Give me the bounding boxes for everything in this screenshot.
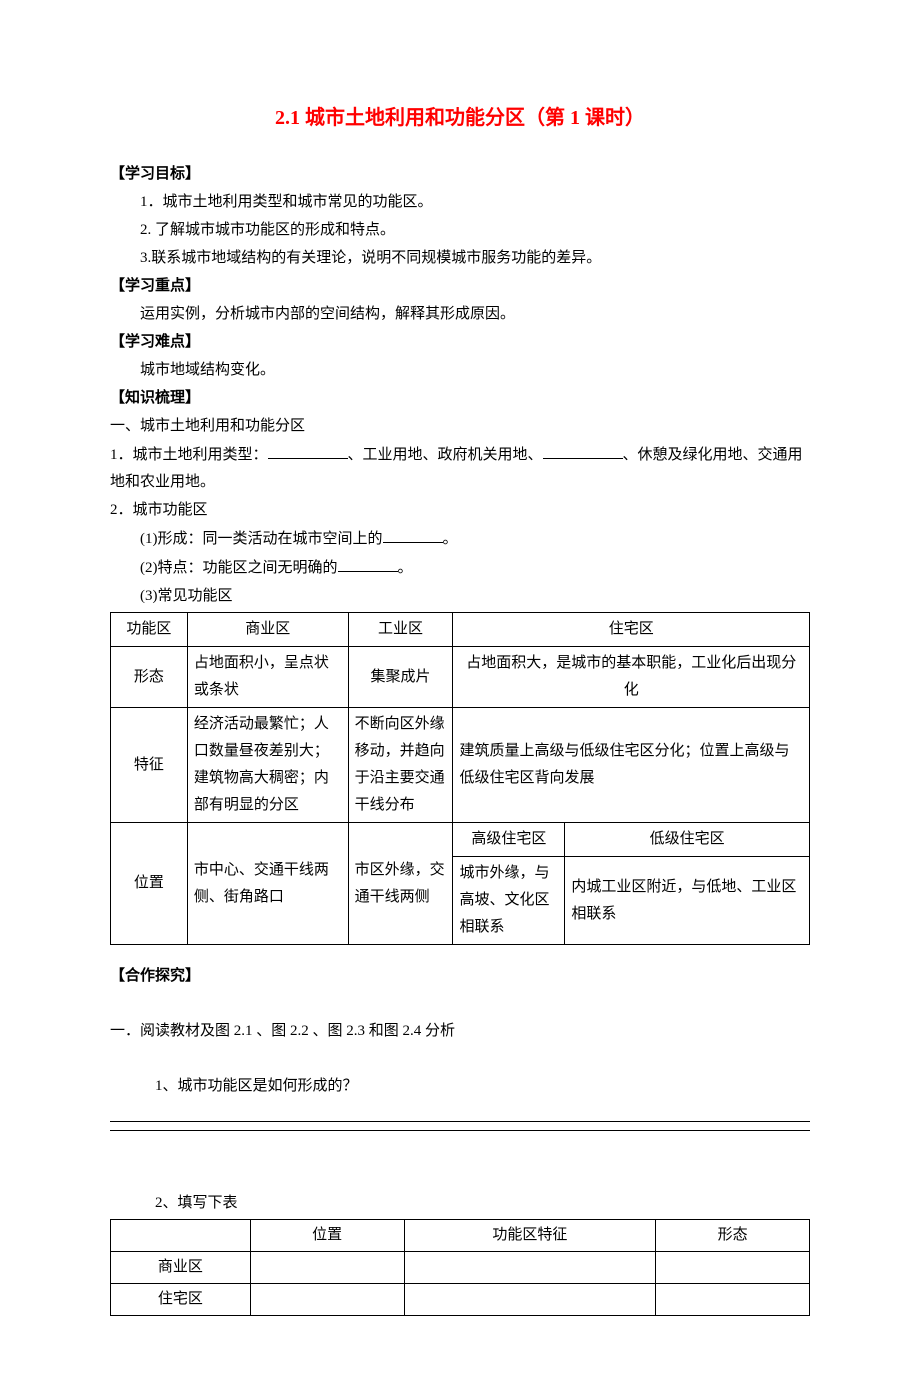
knowledge-item1: 1．城市土地利用类型：、工业用地、政府机关用地、、休憩及绿化用地、交通用地和农业…	[110, 441, 810, 496]
table-row-feature: 特征 经济活动最繁忙；人口数量昼夜差别大；建筑物高大稠密；内部有明显的分区 不断…	[111, 708, 810, 823]
cell-feature-industrial: 不断向区外缘移动，并趋向于沿主要交通干线分布	[348, 708, 453, 823]
fill-th-form: 形态	[656, 1220, 810, 1252]
fill-row2-label: 住宅区	[111, 1284, 251, 1316]
fill-row1-label: 商业区	[111, 1252, 251, 1284]
cell-location-commercial: 市中心、交通干线两侧、街角路口	[187, 823, 348, 945]
item2-sub2-prefix: (2)特点：功能区之间无明确的	[140, 560, 338, 576]
knowledge-item1-mid1: 、工业用地、政府机关用地、	[348, 447, 543, 463]
table-row-location-sub: 位置 市中心、交通干线两侧、街角路口 市区外缘，交通干线两侧 高级住宅区 低级住…	[111, 823, 810, 857]
th-commercial: 商业区	[187, 613, 348, 647]
table-row-form: 形态 占地面积小，呈点状或条状 集聚成片 占地面积大，是城市的基本职能，工业化后…	[111, 647, 810, 708]
cell-res-low: 内城工业区附近，与低地、工业区相联系	[565, 857, 810, 945]
item2-sub2-suffix: 。	[398, 560, 413, 576]
cell-form-label: 形态	[111, 647, 188, 708]
fill-th-blank	[111, 1220, 251, 1252]
fill-th-location: 位置	[250, 1220, 404, 1252]
item2-sub1-suffix: 。	[443, 531, 458, 547]
fill-row2-cell2[interactable]	[404, 1284, 656, 1316]
table-header-row: 功能区 商业区 工业区 住宅区	[111, 613, 810, 647]
fill-row2-cell3[interactable]	[656, 1284, 810, 1316]
cell-location-label: 位置	[111, 823, 188, 945]
th-function: 功能区	[111, 613, 188, 647]
knowledge-item2-sub2: (2)特点：功能区之间无明确的 。	[110, 554, 810, 582]
cell-feature-commercial: 经济活动最繁忙；人口数量昼夜差别大；建筑物高大稠密；内部有明显的分区	[187, 708, 348, 823]
fill-row1-cell3[interactable]	[656, 1252, 810, 1284]
difficulties-text: 城市地域结构变化。	[110, 357, 810, 384]
page-title: 2.1 城市土地利用和功能分区（第 1 课时）	[110, 100, 810, 136]
th-industrial: 工业区	[348, 613, 453, 647]
knowledge-item2: 2．城市功能区	[110, 497, 810, 524]
fill-row2-cell1[interactable]	[250, 1284, 404, 1316]
blank-field-4[interactable]	[338, 554, 398, 572]
difficulties-header: 【学习难点】	[110, 329, 810, 356]
answer-line-2[interactable]	[110, 1130, 810, 1131]
cell-form-residential: 占地面积大，是城市的基本职能，工业化后出现分化	[453, 647, 810, 708]
fill-row1-cell1[interactable]	[250, 1252, 404, 1284]
main-table: 功能区 商业区 工业区 住宅区 形态 占地面积小，呈点状或条状 集聚成片 占地面…	[110, 612, 810, 945]
fill-table-row-commercial: 商业区	[111, 1252, 810, 1284]
cell-feature-residential: 建筑质量上高级与低级住宅区分化；位置上高级与低级住宅区背向发展	[453, 708, 810, 823]
cell-feature-label: 特征	[111, 708, 188, 823]
objective-item-2: 2. 了解城市城市功能区的形成和特点。	[110, 217, 810, 244]
objective-item-1: 1．城市土地利用类型和城市常见的功能区。	[110, 189, 810, 216]
blank-field-2[interactable]	[543, 441, 623, 459]
cell-form-commercial: 占地面积小，呈点状或条状	[187, 647, 348, 708]
knowledge-item1-prefix: 1．城市土地利用类型：	[110, 447, 268, 463]
keypoints-header: 【学习重点】	[110, 273, 810, 300]
fill-table: 位置 功能区特征 形态 商业区 住宅区	[110, 1219, 810, 1316]
fill-th-feature: 功能区特征	[404, 1220, 656, 1252]
fill-table-header: 位置 功能区特征 形态	[111, 1220, 810, 1252]
cell-form-industrial: 集聚成片	[348, 647, 453, 708]
objective-item-3: 3.联系城市地域结构的有关理论，说明不同规模城市服务功能的差异。	[110, 245, 810, 272]
knowledge-header: 【知识梳理】	[110, 385, 810, 412]
answer-line-1[interactable]	[110, 1121, 810, 1122]
knowledge-section1-title: 一、城市土地利用和功能分区	[110, 413, 810, 440]
knowledge-item2-sub1: (1)形成：同一类活动在城市空间上的 。	[110, 525, 810, 553]
cell-res-low-label: 低级住宅区	[565, 823, 810, 857]
item2-sub1-prefix: (1)形成：同一类活动在城市空间上的	[140, 531, 383, 547]
cooperation-section1: 一．阅读教材及图 2.1 、图 2.2 、图 2.3 和图 2.4 分析	[110, 1018, 810, 1045]
blank-field-1[interactable]	[268, 441, 348, 459]
cooperation-q1: 1、城市功能区是如何形成的？	[110, 1073, 810, 1100]
cell-location-industrial: 市区外缘，交通干线两侧	[348, 823, 453, 945]
blank-field-3[interactable]	[383, 525, 443, 543]
cell-res-high-label: 高级住宅区	[453, 823, 565, 857]
cooperation-header: 【合作探究】	[110, 963, 810, 990]
objectives-header: 【学习目标】	[110, 161, 810, 188]
fill-table-row-residential: 住宅区	[111, 1284, 810, 1316]
cell-res-high: 城市外缘，与高坡、文化区相联系	[453, 857, 565, 945]
fill-row1-cell2[interactable]	[404, 1252, 656, 1284]
th-residential: 住宅区	[453, 613, 810, 647]
cooperation-q2: 2、填写下表	[110, 1190, 810, 1217]
knowledge-item2-sub3: (3)常见功能区	[110, 583, 810, 610]
keypoints-text: 运用实例，分析城市内部的空间结构，解释其形成原因。	[110, 301, 810, 328]
